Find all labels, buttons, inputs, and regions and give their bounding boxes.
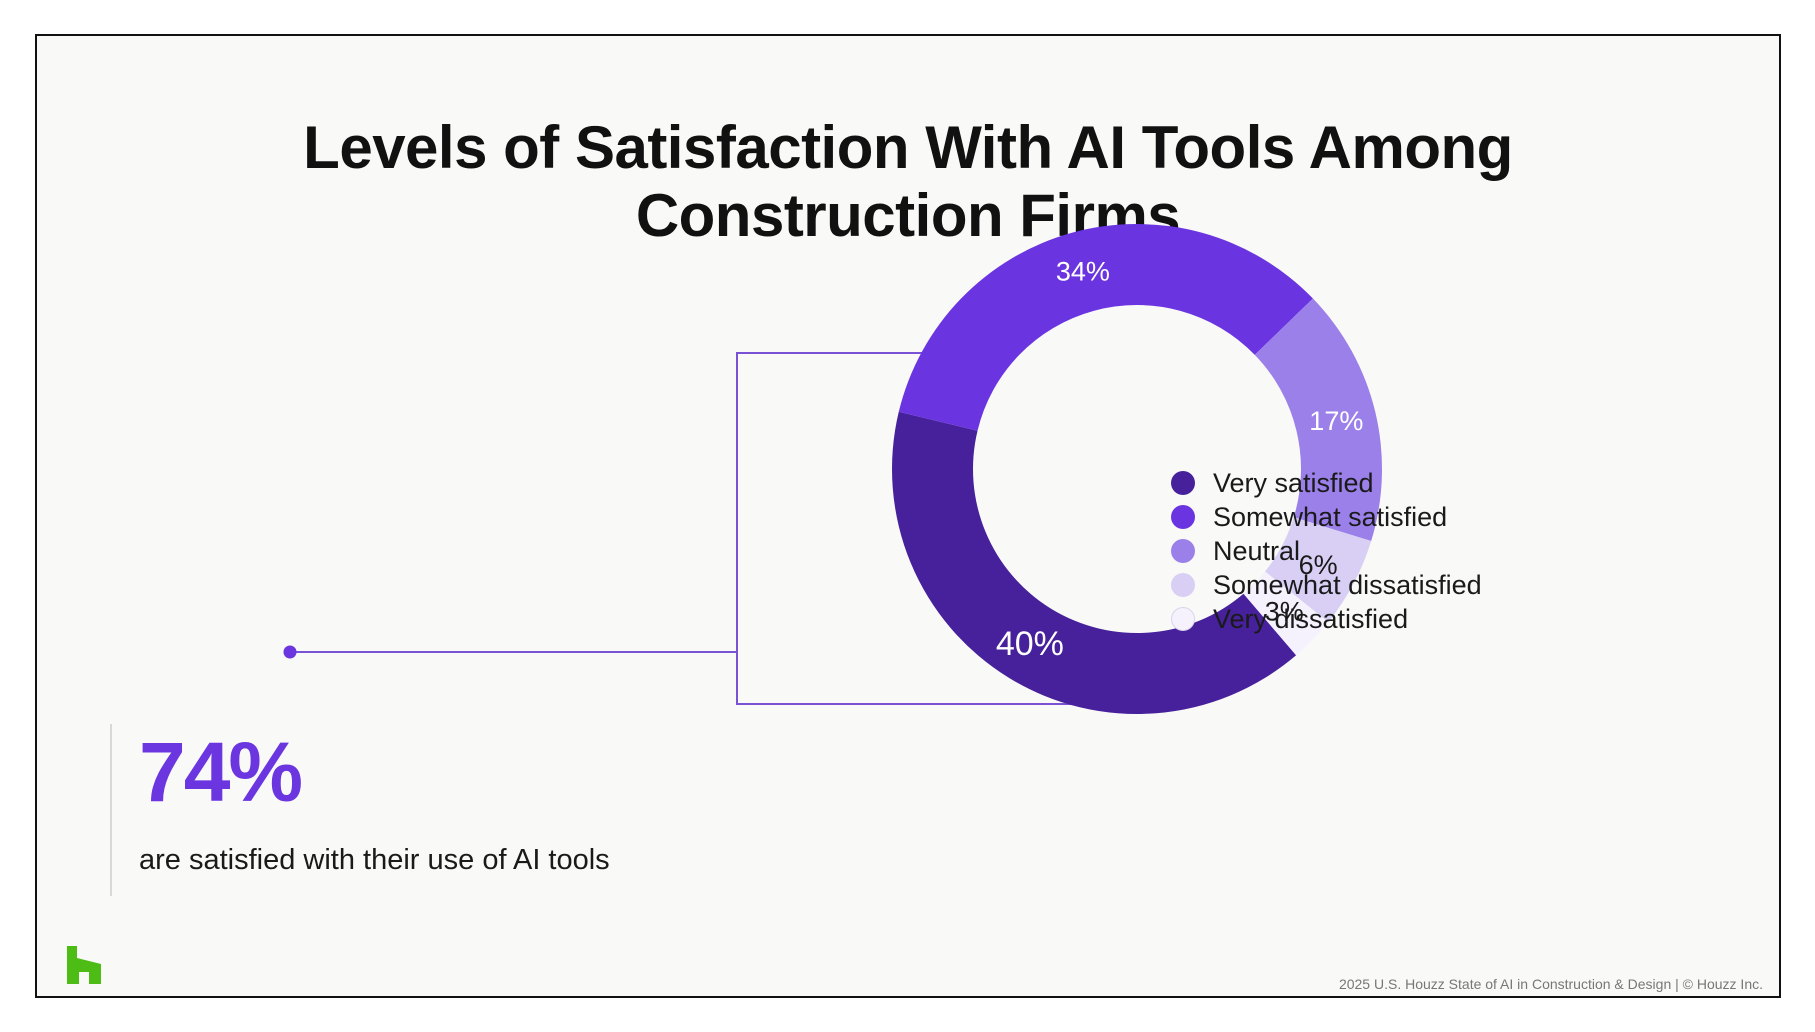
donut-slice-very-satisfied <box>891 411 1297 714</box>
slice-label-very-dissatisfied: 3% <box>1265 597 1304 627</box>
legend-label: Very satisfied <box>1213 467 1374 498</box>
donut-slices <box>891 224 1382 714</box>
legend-label: Somewhat satisfied <box>1213 501 1448 532</box>
connector-dot <box>283 645 297 659</box>
legend-item-very-satisfied: Very satisfied <box>1171 466 1482 500</box>
slice-label-somewhat-dissatisfied: 6% <box>1299 550 1338 580</box>
donut-slice-very-dissatisfied <box>1243 571 1329 656</box>
chart-title-line-1: Levels of Satisfaction With AI Tools Amo… <box>303 114 1513 181</box>
connector-bracket <box>736 352 1077 705</box>
legend-item-very-dissatisfied: Very dissatisfied <box>1171 602 1482 636</box>
chart-title: Levels of Satisfaction With AI Tools Amo… <box>37 114 1779 250</box>
legend-label: Neutral <box>1213 535 1301 566</box>
chart-legend: Very satisfied Somewhat satisfied Neutral S… <box>1171 466 1482 636</box>
legend-label: Very dissatisfied <box>1213 603 1409 634</box>
legend-swatch <box>1171 573 1195 597</box>
legend-swatch <box>1171 539 1195 563</box>
stat-callout: 74% are satisfied with their use of AI t… <box>110 724 712 896</box>
houzz-logo-icon <box>67 946 101 984</box>
callout-caption: are satisfied with their use of AI tools <box>139 844 610 876</box>
footer-source: 2025 U.S. Houzz State of AI in Construct… <box>1338 976 1763 992</box>
donut-slice-neutral <box>1254 298 1382 542</box>
legend-item-neutral: Neutral <box>1171 534 1482 568</box>
legend-item-somewhat-satisfied: Somewhat satisfied <box>1171 500 1482 534</box>
legend-swatch <box>1171 607 1195 631</box>
donut-chart: 40% 34% 17% 6% 3% <box>283 224 1382 714</box>
callout-connector <box>283 352 1077 705</box>
legend-swatch <box>1171 471 1195 495</box>
legend-label: Somewhat dissatisfied <box>1213 569 1482 600</box>
slice-label-somewhat-satisfied: 34% <box>1056 256 1110 286</box>
legend-swatch <box>1171 505 1195 529</box>
slide: Levels of Satisfaction With AI Tools Amo… <box>35 34 1781 998</box>
donut-slice-somewhat-satisfied <box>898 224 1313 431</box>
callout-value: 74% <box>139 725 303 819</box>
donut-slice-labels: 40% 34% 17% 6% 3% <box>996 256 1364 663</box>
legend-item-somewhat-dissatisfied: Somewhat dissatisfied <box>1171 568 1482 602</box>
slice-label-very-satisfied: 40% <box>996 625 1064 663</box>
slice-label-neutral: 17% <box>1309 406 1363 436</box>
donut-slice-somewhat-dissatisfied <box>1264 517 1372 623</box>
